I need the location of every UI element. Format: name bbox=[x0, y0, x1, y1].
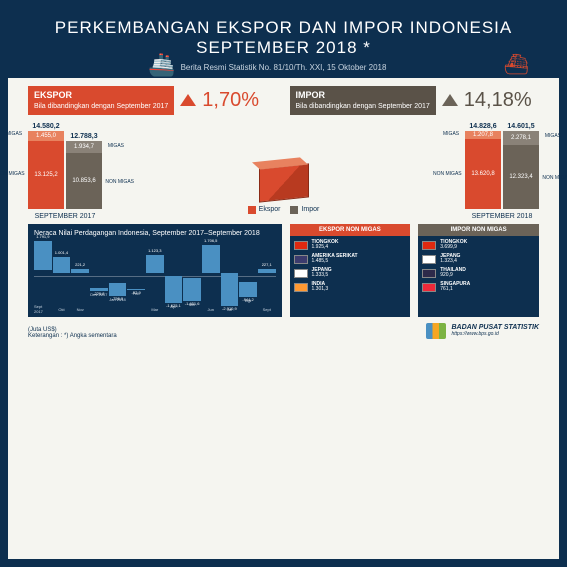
period-label: SEPTEMBER 2018 bbox=[472, 213, 533, 220]
country-row: TIONGKOK3.699,9 bbox=[422, 240, 535, 251]
bars-section: 14.580,2 1.455,0 13.125,2 NON MIGAS MIGA… bbox=[8, 119, 559, 222]
trade-bar: -220,8Des 2017 bbox=[90, 255, 108, 298]
bar-total: 14.828,6 bbox=[465, 123, 501, 130]
flag-icon bbox=[294, 283, 308, 292]
trade-bar: -1.625,1Apr bbox=[165, 243, 183, 309]
flag-icon bbox=[422, 255, 436, 264]
footer-note: Keterangan : *) Angka sementara bbox=[28, 333, 117, 339]
legend-ekspor: Ekspor bbox=[259, 206, 281, 213]
flag-icon bbox=[294, 255, 308, 264]
footer-org: BADAN PUSAT STATISTIK bbox=[452, 324, 540, 331]
trade-bar: -944,2Agt bbox=[239, 249, 257, 303]
ekspor-pct: 1,70% bbox=[202, 89, 259, 112]
legend-impor: Impor bbox=[301, 206, 319, 213]
container-icon: Ekspor Impor bbox=[249, 160, 319, 220]
bottom-row: Neraca Nilai Perdagangan Indonesia, Sept… bbox=[8, 222, 559, 319]
trade-bar: -2.010,9Jul bbox=[221, 240, 239, 312]
country-row: JEPANG1.333,5 bbox=[294, 268, 407, 279]
bar-non: 13.125,2 NON MIGAS MIGAS bbox=[28, 141, 64, 209]
country-row: TIONGKOK1.925,4 bbox=[294, 240, 407, 251]
title-line1: PERKEMBANGAN EKSPOR DAN IMPOR INDONESIA bbox=[28, 18, 539, 38]
country-row: INDIA1.301,3 bbox=[294, 282, 407, 293]
country-row: SINGAPURA761,1 bbox=[422, 282, 535, 293]
impor-countries: IMPOR NON MIGAS TIONGKOK3.699,9 JEPANG1.3… bbox=[418, 224, 539, 317]
box-head: EKSPOR NON MIGAS bbox=[290, 224, 411, 236]
ekspor-desc: Bila dibandingkan dengan September 2017 bbox=[34, 103, 168, 111]
subtitle: Berita Resmi Statistik No. 81/10/Th. XXI… bbox=[28, 63, 539, 72]
bar-migas: 1.934,7 bbox=[66, 141, 102, 153]
country-row: JEPANG1.323,4 bbox=[422, 254, 535, 265]
chart-title: Neraca Nilai Perdagangan Indonesia, Sept… bbox=[34, 230, 276, 237]
impor-head: IMPOR bbox=[296, 90, 430, 101]
period-label: SEPTEMBER 2017 bbox=[35, 213, 96, 220]
country-row: AMERIKA SERIKAT1.485,5 bbox=[294, 254, 407, 265]
bars-2017: 14.580,2 1.455,0 13.125,2 NON MIGAS MIGA… bbox=[28, 123, 102, 220]
flag-icon bbox=[294, 241, 308, 250]
bar-non: 10.853,6 MIGAS NON MIGAS bbox=[66, 153, 102, 209]
bars-2018: 14.828,6 1.207,8 13.620,8 NON MIGAS MIGA… bbox=[465, 123, 539, 220]
bar-migas: 1.207,8 bbox=[465, 131, 501, 139]
flag-icon bbox=[422, 269, 436, 278]
trade-bar: 1.706,5Jun bbox=[202, 240, 220, 312]
trade-bar: -1.451,6Mei bbox=[183, 245, 201, 308]
trade-bar: -52,9Feb bbox=[127, 256, 145, 296]
bar-total: 14.601,5 bbox=[503, 123, 539, 130]
trade-bar: 227,1Sept bbox=[258, 240, 276, 312]
bar-total: 14.580,2 bbox=[28, 123, 64, 130]
ekspor-head: EKSPOR bbox=[34, 90, 168, 101]
ship-icon: 🚢 bbox=[148, 52, 175, 78]
flag-icon bbox=[294, 269, 308, 278]
bar-non: 13.620,8 NON MIGAS MIGAS bbox=[465, 139, 501, 209]
flag-icon bbox=[422, 283, 436, 292]
impor-desc: Bila dibandingkan dengan September 2017 bbox=[296, 103, 430, 111]
footer-url: https://www.bps.go.id bbox=[452, 331, 540, 337]
ekspor-countries: EKSPOR NON MIGAS TIONGKOK1.925,4 AMERIKA … bbox=[290, 224, 411, 317]
impor-stat: IMPOR Bila dibandingkan dengan September… bbox=[290, 86, 540, 115]
bar-total: 12.788,3 bbox=[66, 133, 102, 140]
ekspor-stat: EKSPOR Bila dibandingkan dengan Septembe… bbox=[28, 86, 278, 115]
crane-icon: ⛴ bbox=[504, 52, 529, 77]
trade-balance-chart: Neraca Nilai Perdagangan Indonesia, Sept… bbox=[28, 224, 282, 317]
bar-non: 12.323,4 MIGAS NON MIGAS bbox=[503, 145, 539, 209]
bps-logo-icon bbox=[426, 323, 446, 339]
arrow-up-icon bbox=[442, 94, 458, 106]
trade-bar: -756,0Jan 2018 bbox=[109, 250, 127, 301]
bar-migas: 2.278,1 bbox=[503, 131, 539, 145]
footer: (Juta US$) Keterangan : *) Angka sementa… bbox=[8, 319, 559, 345]
flag-icon bbox=[422, 241, 436, 250]
legend: Ekspor Impor bbox=[248, 206, 320, 214]
impor-pct: 14,18% bbox=[464, 89, 532, 112]
trade-bar: 1.001,4Okt bbox=[53, 240, 71, 312]
header: PERKEMBANGAN EKSPOR DAN IMPOR INDONESIA … bbox=[8, 8, 559, 78]
trade-bar: 1.123,3Mar bbox=[146, 240, 164, 312]
box-head: IMPOR NON MIGAS bbox=[418, 224, 539, 236]
trade-bar: 221,2Nov bbox=[71, 240, 89, 312]
stats-row: 🚢 ⛴ EKSPOR Bila dibandingkan dengan Sept… bbox=[8, 78, 559, 119]
trade-bar: 1.791,9Sept 2017 bbox=[34, 237, 52, 314]
arrow-up-icon bbox=[180, 94, 196, 106]
country-row: THAILAND920,9 bbox=[422, 268, 535, 279]
bar-migas: 1.455,0 bbox=[28, 131, 64, 141]
title-line2: SEPTEMBER 2018 * bbox=[28, 38, 539, 58]
